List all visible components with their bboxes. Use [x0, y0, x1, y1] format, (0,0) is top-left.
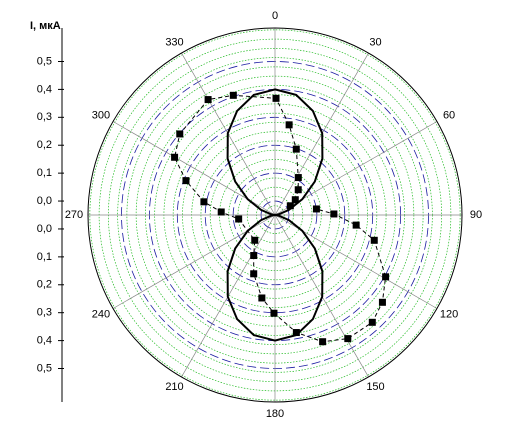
- marker: [292, 145, 300, 153]
- marker: [286, 202, 294, 210]
- marker: [270, 309, 278, 317]
- marker: [176, 130, 184, 138]
- marker: [292, 329, 300, 337]
- marker: [182, 177, 190, 185]
- angle-label: 60: [443, 109, 455, 121]
- marker: [171, 153, 179, 161]
- marker: [235, 215, 243, 223]
- angle-label: 180: [266, 408, 284, 420]
- r-tick-label: 0,3: [37, 111, 52, 123]
- marker: [217, 208, 225, 216]
- marker: [330, 210, 338, 218]
- marker: [382, 273, 390, 281]
- marker: [258, 294, 266, 302]
- angle-label: 210: [165, 381, 183, 393]
- r-tick-label: 0,0: [37, 195, 52, 207]
- r-tick-label: 0,4: [37, 335, 52, 347]
- marker: [251, 236, 259, 244]
- angle-label: 300: [92, 109, 110, 121]
- r-tick-label: 0,4: [37, 83, 52, 95]
- marker: [378, 298, 386, 306]
- marker: [294, 174, 302, 182]
- angle-label: 330: [165, 37, 183, 49]
- marker: [294, 186, 302, 194]
- series-line: [174, 94, 387, 343]
- marker: [250, 270, 258, 278]
- marker: [285, 121, 293, 129]
- r-tick-label: 0,1: [37, 251, 52, 263]
- r-tick-label: 0,2: [37, 279, 52, 291]
- marker: [272, 94, 280, 102]
- r-tick-label: 0,2: [37, 139, 52, 151]
- angle-label: 120: [440, 308, 458, 320]
- angle-label: 150: [366, 381, 384, 393]
- marker: [291, 196, 299, 204]
- angle-label: 0: [272, 10, 278, 22]
- marker: [250, 252, 258, 260]
- angle-label: 270: [65, 209, 83, 221]
- marker: [229, 91, 237, 99]
- r-tick-label: 0,0: [37, 223, 52, 235]
- marker: [368, 318, 376, 326]
- r-axis-title: I, мкА: [30, 20, 61, 32]
- marker: [200, 198, 208, 206]
- marker: [344, 335, 352, 343]
- marker: [312, 205, 320, 213]
- angle-label: 90: [470, 209, 482, 221]
- r-tick-label: 0,1: [37, 167, 52, 179]
- r-tick-label: 0,5: [37, 362, 52, 374]
- angle-label: 30: [369, 37, 381, 49]
- marker: [370, 236, 378, 244]
- r-tick-label: 0,3: [37, 307, 52, 319]
- outer-circle: [87, 27, 463, 403]
- angle-label: 240: [92, 308, 110, 320]
- marker: [204, 96, 212, 104]
- r-tick-label: 0,5: [37, 55, 52, 67]
- marker: [319, 338, 327, 346]
- marker: [352, 221, 360, 229]
- series-line: [226, 88, 324, 342]
